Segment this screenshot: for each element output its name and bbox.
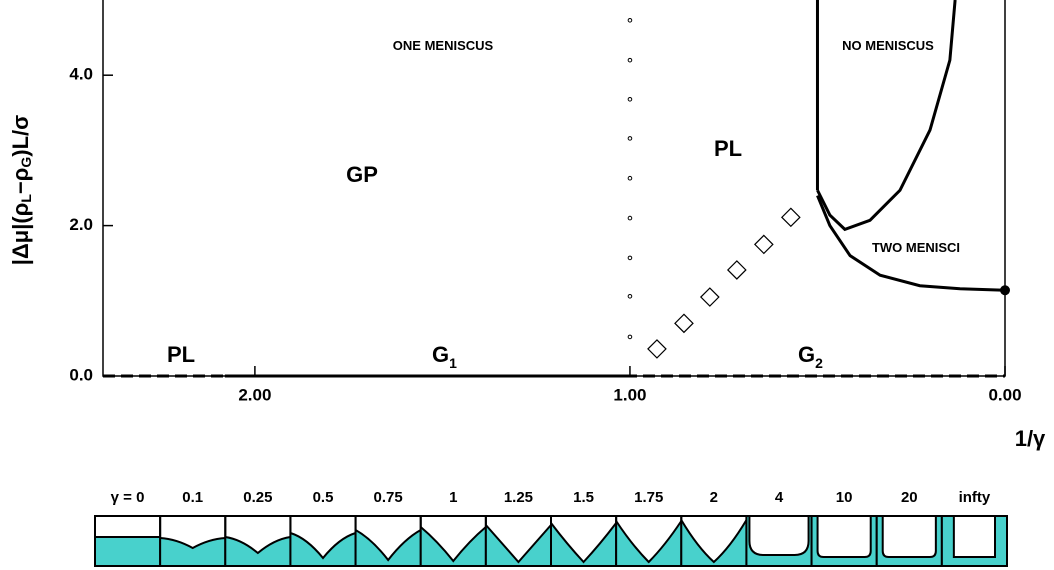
y-label-part: −ρ: [8, 168, 33, 194]
x-tick-label: 2.00: [238, 385, 271, 404]
annotation-sub: 2: [815, 355, 823, 371]
annotation: PL: [714, 136, 742, 161]
strip-label: 1.5: [573, 489, 594, 506]
marker: [627, 334, 633, 340]
meniscus: [485, 524, 552, 564]
liquid: [485, 525, 551, 566]
marker: [627, 57, 633, 63]
annotation: G1: [432, 342, 457, 371]
y-axis-label: |Δμ|(ρL−ρG)L/σ: [8, 115, 34, 265]
marker: [726, 260, 747, 280]
curve: [816, 194, 1006, 292]
liquid: [290, 533, 356, 566]
y-label-part: )L/σ: [8, 115, 33, 157]
marker: [627, 18, 633, 23]
meniscus: [355, 529, 422, 562]
liquid: [225, 537, 291, 566]
liquid: [160, 538, 226, 566]
strip-label: 20: [901, 489, 918, 506]
meniscus: [420, 526, 487, 563]
annotation-main: G: [798, 342, 815, 367]
marker: [627, 215, 633, 221]
liquid: [681, 520, 747, 566]
marker: [780, 207, 801, 228]
y-label-sub: L: [18, 194, 34, 203]
plot-frame: [102, 0, 1006, 377]
x-axis-label: 1/γ: [1015, 426, 1046, 451]
x-tick-label: 0.00: [988, 385, 1021, 404]
strip-label: 4: [775, 489, 784, 506]
annotation: G2: [798, 342, 823, 371]
meniscus: [550, 522, 617, 564]
marker: [627, 96, 633, 102]
meniscus: [290, 532, 356, 560]
liquid: [420, 527, 486, 566]
meniscus: [615, 520, 683, 564]
liquid: [551, 523, 617, 566]
annotation-sub: 1: [449, 355, 457, 371]
annotation: TWO MENISCI: [872, 240, 960, 255]
strip-label: infty: [959, 489, 991, 506]
strip-label: 0.1: [182, 489, 203, 506]
meniscus: [881, 515, 937, 558]
y-tick-label: 0.0: [69, 365, 93, 384]
strip-label: γ = 0: [111, 489, 145, 506]
meniscus: [225, 536, 291, 555]
marker: [674, 313, 694, 334]
meniscus: [160, 537, 226, 550]
annotation: GP: [346, 162, 378, 187]
marker: [627, 293, 633, 299]
strip-label: 1.75: [634, 489, 663, 506]
liquid: [95, 537, 161, 566]
y-label-part: |Δμ|(ρ: [8, 203, 33, 266]
meniscus: [680, 519, 748, 564]
marker: [647, 339, 667, 359]
strip-label: 0.75: [374, 489, 403, 506]
strip-label: 1.25: [504, 489, 533, 506]
marker: [627, 255, 633, 261]
strip-label: 0.25: [243, 489, 272, 506]
marker: [627, 175, 633, 181]
annotation: PL: [167, 342, 195, 367]
strip-label: 0.5: [313, 489, 334, 506]
strip-cell: [940, 515, 1008, 567]
strip-label: 2: [710, 489, 718, 506]
marker: [753, 234, 774, 255]
marker: [1000, 285, 1010, 296]
x-tick-label: 1.00: [613, 385, 646, 404]
meniscus: [748, 515, 810, 556]
meniscus: [952, 515, 997, 559]
annotation: NO MENISCUS: [842, 38, 934, 53]
meniscus: [816, 515, 872, 558]
liquid: [355, 530, 421, 566]
annotation-main: G: [432, 342, 449, 367]
y-tick-label: 4.0: [69, 65, 93, 84]
curve: [816, 0, 957, 232]
strip-label: 10: [836, 489, 853, 506]
y-label-sub: G: [18, 157, 34, 168]
annotation: ONE MENISCUS: [393, 38, 494, 53]
marker: [627, 136, 633, 141]
y-tick-label: 2.0: [69, 215, 93, 234]
liquid: [616, 521, 682, 566]
marker: [699, 287, 720, 307]
strip-label: 1: [449, 489, 457, 506]
